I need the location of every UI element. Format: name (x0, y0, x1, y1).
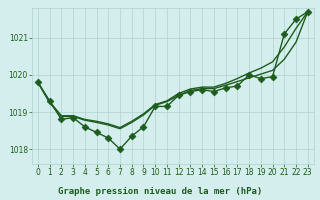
Text: Graphe pression niveau de la mer (hPa): Graphe pression niveau de la mer (hPa) (58, 187, 262, 196)
